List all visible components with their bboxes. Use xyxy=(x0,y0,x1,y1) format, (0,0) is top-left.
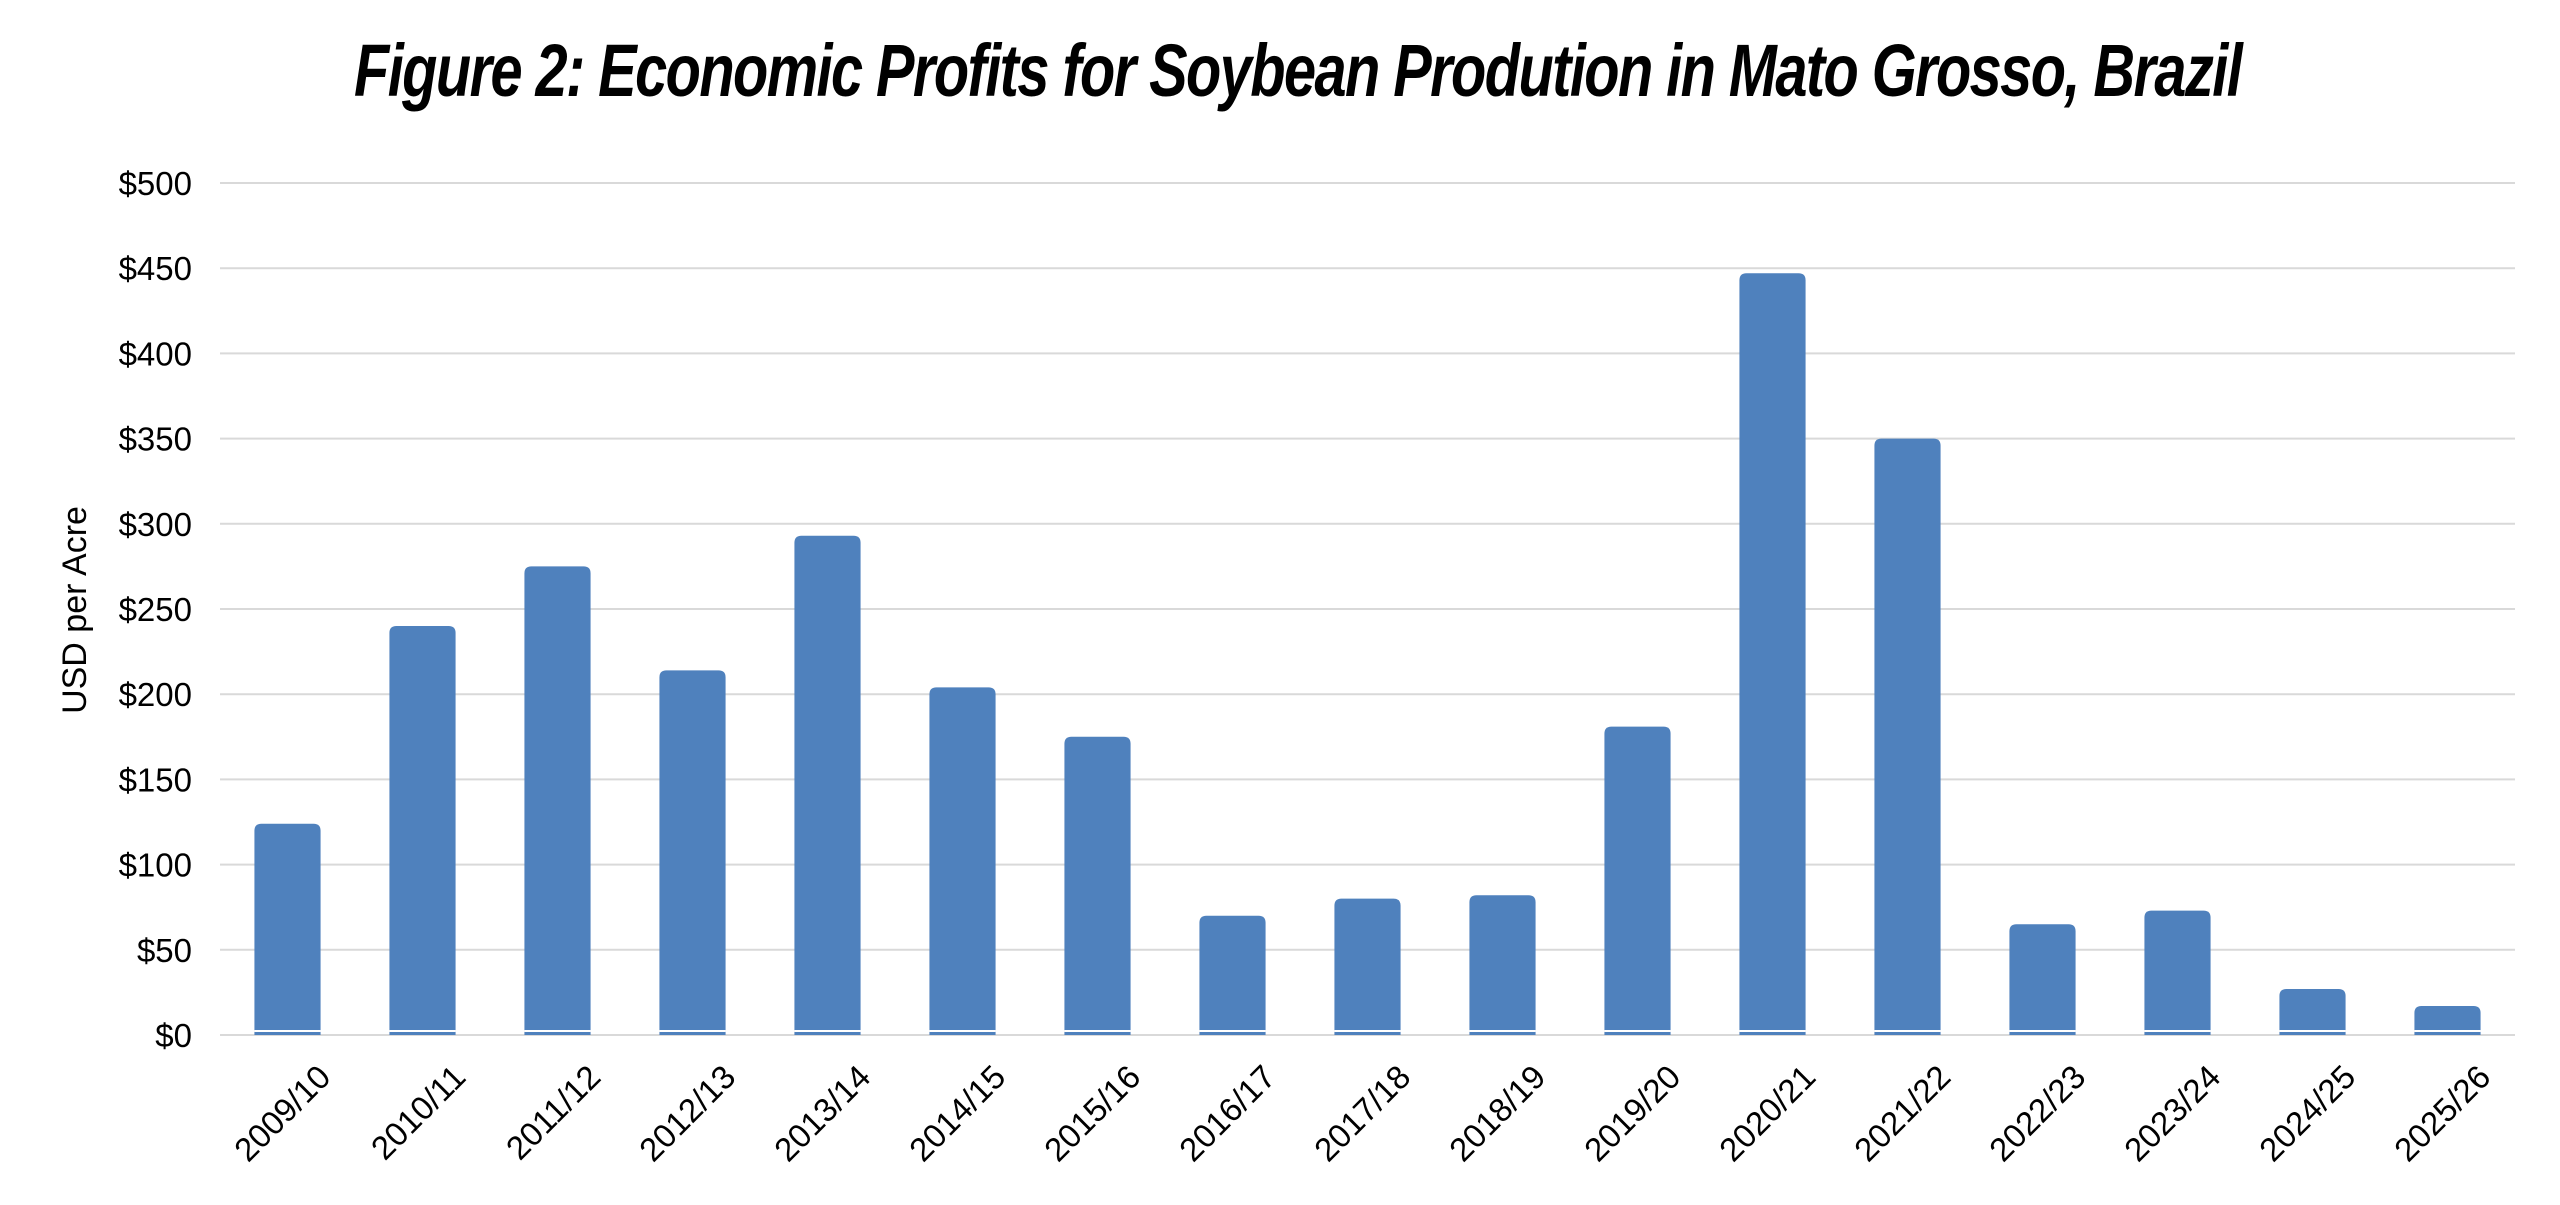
x-tick-label: 2018/19 xyxy=(1442,1058,1553,1169)
bars xyxy=(254,273,2481,1036)
y-tick-label: $250 xyxy=(119,591,192,628)
bar-2021-22 xyxy=(1874,438,1941,1036)
x-tick-label: 2023/24 xyxy=(2117,1058,2228,1169)
x-tick-label: 2022/23 xyxy=(1982,1058,2093,1169)
bar-2025-26 xyxy=(2414,1006,2481,1035)
bar-2016-17 xyxy=(1199,915,1266,1035)
bar-2013-14 xyxy=(794,535,861,1035)
x-tick-label: 2010/11 xyxy=(364,1058,473,1167)
x-tick-label: 2017/18 xyxy=(1307,1058,1418,1169)
x-tick-label: 2012/13 xyxy=(632,1058,743,1169)
bar-2022-23 xyxy=(2009,924,2076,1035)
bar-2018-19 xyxy=(1469,895,1536,1035)
x-tick-label: 2016/17 xyxy=(1172,1058,1283,1169)
y-tick-label: $400 xyxy=(119,335,192,372)
y-tick-label: $150 xyxy=(119,761,192,798)
y-tick-label: $200 xyxy=(119,676,192,713)
bar-2020-21 xyxy=(1739,273,1806,1035)
bar-2023-24 xyxy=(2144,910,2211,1035)
y-axis-ticks: $0 $50 $100 $150 $200 $250 $300 $350 $400 $450 $50… xyxy=(119,165,192,1054)
y-tick-label: $350 xyxy=(119,421,192,458)
y-tick-label: $450 xyxy=(119,250,192,287)
bar-2012-13 xyxy=(659,670,726,1035)
y-tick-label: $300 xyxy=(119,506,192,543)
bar-2024-25 xyxy=(2279,988,2346,1035)
x-tick-label: 2009/10 xyxy=(227,1058,338,1169)
x-tick-label: 2019/20 xyxy=(1577,1058,1688,1169)
x-tick-label: 2011/12 xyxy=(499,1058,608,1167)
bar-2017-18 xyxy=(1334,898,1401,1035)
x-tick-label: 2013/14 xyxy=(767,1058,878,1169)
bar-2010-11 xyxy=(389,626,456,1035)
y-tick-label: $0 xyxy=(155,1017,192,1054)
x-tick-label: 2014/15 xyxy=(902,1058,1013,1169)
bar-2019-20 xyxy=(1604,726,1671,1035)
bar-2011-12 xyxy=(524,566,591,1035)
bar-2015-16 xyxy=(1064,736,1131,1035)
y-axis-label: USD per Acre xyxy=(56,506,94,714)
y-tick-label: $500 xyxy=(119,165,192,202)
x-tick-label: 2024/25 xyxy=(2252,1058,2363,1169)
x-tick-label: 2025/26 xyxy=(2387,1058,2498,1169)
x-tick-label: 2021/22 xyxy=(1847,1058,1958,1169)
chart-title: Figure 2: Economic Profits for Soybean P… xyxy=(353,29,2243,112)
x-tick-label: 2020/21 xyxy=(1712,1058,1823,1169)
y-tick-label: $100 xyxy=(119,847,192,884)
x-tick-label: 2015/16 xyxy=(1037,1058,1148,1169)
y-tick-label: $50 xyxy=(137,932,192,969)
bar-2014-15 xyxy=(929,687,996,1035)
x-axis-ticks: 2009/10 2010/11 2011/12 2012/13 2013/14 2014/… xyxy=(227,1058,2498,1169)
bar-2009-10 xyxy=(254,823,321,1035)
